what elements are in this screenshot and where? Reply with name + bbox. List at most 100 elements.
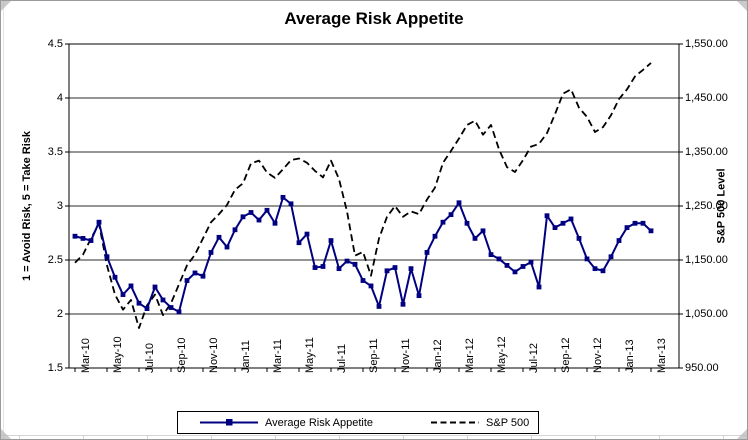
risk-appetite-marker bbox=[456, 200, 462, 206]
x-axis-tick-label: Sep-11 bbox=[367, 338, 380, 373]
risk-appetite-marker bbox=[392, 265, 398, 270]
risk-appetite-marker bbox=[208, 250, 214, 255]
risk-appetite-marker bbox=[584, 256, 590, 262]
x-axis-tick-label: May-10 bbox=[111, 336, 124, 373]
x-axis-tick-label: Nov-12 bbox=[591, 337, 604, 373]
x-axis-tick-label: Mar-11 bbox=[271, 338, 284, 373]
chart-corner-handle bbox=[737, 429, 747, 439]
risk-appetite-marker bbox=[600, 268, 606, 274]
left-axis-tick-label: 4 bbox=[56, 91, 63, 104]
right-axis-tick-label: 1,450.00 bbox=[685, 91, 728, 104]
x-axis-tick-label: Nov-10 bbox=[207, 337, 220, 373]
risk-appetite-marker bbox=[304, 231, 310, 237]
legend-item-risk-appetite: Average Risk Appetite bbox=[200, 417, 373, 429]
risk-appetite-marker bbox=[320, 264, 326, 269]
legend-label-sp500: S&P 500 bbox=[486, 416, 530, 429]
legend-item-sp500: S&P 500 bbox=[431, 417, 529, 429]
x-axis-tick-label: Mar-13 bbox=[655, 338, 668, 373]
legend-label-risk-appetite: Average Risk Appetite bbox=[265, 416, 374, 429]
risk-appetite-marker bbox=[368, 283, 374, 289]
sp500-line bbox=[74, 62, 652, 329]
risk-appetite-marker bbox=[488, 252, 494, 257]
risk-appetite-marker bbox=[376, 304, 382, 309]
risk-appetite-marker bbox=[128, 283, 134, 289]
risk-appetite-marker bbox=[592, 266, 598, 272]
worksheet-gridline-artifact bbox=[659, 435, 660, 439]
risk-appetite-marker bbox=[640, 220, 646, 226]
risk-appetite-marker bbox=[200, 273, 206, 279]
left-axis-tick-label: 2.5 bbox=[47, 253, 63, 266]
risk-appetite-marker bbox=[544, 213, 550, 219]
left-axis-tick-label: 3.5 bbox=[47, 145, 63, 158]
risk-appetite-marker bbox=[312, 265, 318, 270]
worksheet-gridline-artifact bbox=[275, 435, 276, 439]
risk-appetite-marker bbox=[336, 266, 342, 272]
risk-appetite-marker bbox=[176, 309, 182, 315]
risk-appetite-marker bbox=[576, 236, 582, 241]
x-axis-tick-label: Jan-13 bbox=[623, 339, 636, 373]
worksheet-gridline-artifact bbox=[723, 435, 724, 439]
risk-appetite-marker bbox=[232, 227, 238, 233]
risk-appetite-marker bbox=[136, 300, 142, 306]
right-axis-tick-label: 1,050.00 bbox=[685, 307, 728, 320]
risk-appetite-marker bbox=[552, 225, 558, 230]
risk-appetite-marker bbox=[256, 217, 262, 223]
risk-appetite-marker bbox=[264, 207, 270, 213]
x-axis-tick-label: Jan-11 bbox=[239, 340, 252, 373]
risk-appetite-marker bbox=[144, 306, 150, 311]
worksheet-gridline-artifact bbox=[83, 435, 84, 439]
risk-appetite-marker bbox=[280, 194, 286, 200]
risk-appetite-marker bbox=[88, 238, 94, 243]
risk-appetite-marker bbox=[96, 219, 102, 225]
x-axis-tick-label: Sep-12 bbox=[559, 337, 572, 373]
risk-appetite-marker bbox=[112, 274, 118, 280]
worksheet-gridline-left bbox=[3, 1, 4, 439]
chart-corner-handle bbox=[1, 429, 11, 439]
risk-appetite-marker bbox=[344, 258, 350, 264]
risk-appetite-marker bbox=[416, 293, 422, 299]
risk-appetite-marker bbox=[184, 278, 190, 283]
risk-appetite-marker bbox=[384, 268, 390, 274]
risk-appetite-marker bbox=[536, 284, 542, 290]
risk-appetite-marker bbox=[472, 236, 478, 241]
risk-appetite-marker bbox=[448, 212, 454, 218]
risk-appetite-marker bbox=[616, 238, 622, 243]
sp500-dashed-line-swatch-icon bbox=[431, 421, 480, 424]
risk-appetite-marker bbox=[104, 254, 110, 260]
worksheet-gridline-artifact bbox=[403, 435, 404, 439]
risk-appetite-marker bbox=[464, 220, 470, 226]
risk-appetite-marker bbox=[72, 233, 78, 239]
risk-appetite-marker bbox=[496, 256, 502, 262]
risk-appetite-marker bbox=[360, 278, 366, 283]
left-axis-tick-label: 4.5 bbox=[47, 37, 63, 50]
x-axis-tick-label: Mar-12 bbox=[463, 338, 476, 373]
left-axis-tick-label: 3 bbox=[56, 199, 63, 212]
worksheet-gridline-artifact bbox=[147, 435, 148, 439]
risk-appetite-marker bbox=[560, 220, 566, 226]
risk-appetite-marker bbox=[168, 305, 174, 310]
x-axis-tick-label: Jul-10 bbox=[143, 343, 156, 373]
worksheet-gridline-artifact bbox=[339, 435, 340, 439]
risk-appetite-marker bbox=[528, 259, 534, 265]
worksheet-gridline-artifact bbox=[467, 435, 468, 439]
left-axis-tick-label: 2 bbox=[56, 307, 63, 320]
risk-appetite-marker bbox=[296, 240, 302, 246]
x-axis-tick-label: Nov-11 bbox=[399, 338, 412, 373]
risk-appetite-marker bbox=[272, 220, 278, 226]
risk-appetite-marker bbox=[424, 250, 430, 255]
x-axis-tick-label: Jan-12 bbox=[431, 339, 444, 373]
risk-appetite-marker bbox=[192, 270, 198, 276]
risk-appetite-marker bbox=[224, 244, 230, 250]
right-axis-tick-label: 1,550.00 bbox=[685, 37, 728, 50]
risk-appetite-marker bbox=[400, 301, 406, 307]
risk-appetite-marker bbox=[520, 264, 526, 269]
x-axis-tick-label: Jul-11 bbox=[335, 343, 348, 373]
risk-appetite-marker bbox=[512, 269, 518, 275]
risk-appetite-line-swatch-icon bbox=[200, 419, 258, 426]
risk-appetite-marker bbox=[288, 201, 294, 207]
chart-corner-handle bbox=[737, 1, 747, 11]
chart-title: Average Risk Appetite bbox=[284, 9, 464, 28]
right-axis-tick-label: 1,350.00 bbox=[685, 145, 728, 158]
risk-appetite-marker bbox=[408, 266, 414, 272]
